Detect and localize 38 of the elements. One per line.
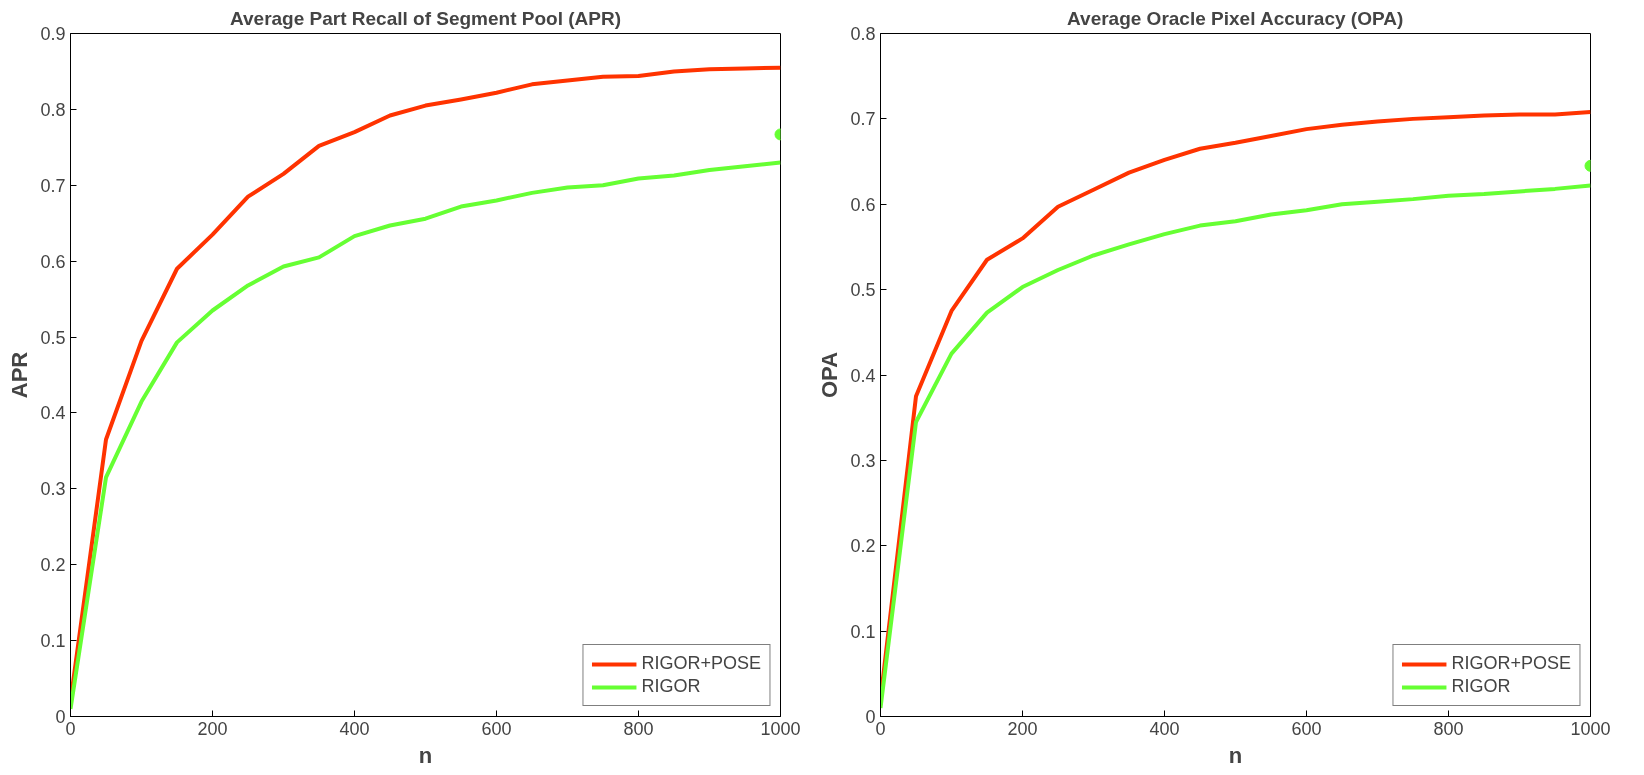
x-axis-title: n <box>1228 742 1243 768</box>
y-tick-label: 0.6 <box>850 194 876 215</box>
x-tick-label: 400 <box>339 718 370 739</box>
legend-label: RIGOR <box>641 676 701 697</box>
line-series <box>70 160 781 711</box>
y-tick-label: 0.5 <box>850 280 876 301</box>
y-tick-label: 0.3 <box>40 479 66 500</box>
y-tick-label: 0.2 <box>850 536 876 557</box>
y-tick-label: 0.6 <box>40 251 66 272</box>
x-tick-label: 600 <box>481 718 512 739</box>
x-tick-label: 1000 <box>760 718 801 739</box>
y-tick-label: 0.8 <box>850 24 876 44</box>
y-tick-label: 0.9 <box>40 24 66 44</box>
y-tick-label: 0.8 <box>40 99 66 120</box>
x-tick-label: 1000 <box>1570 718 1611 739</box>
y-tick-label: 0.7 <box>850 109 876 130</box>
legend-label: RIGOR+POSE <box>641 653 761 674</box>
y-tick-label: 0.3 <box>850 450 876 471</box>
chart-title: Average Oracle Pixel Accuracy (OPA) <box>1067 7 1404 29</box>
x-tick-label: 800 <box>1433 718 1464 739</box>
y-tick-label: 0.1 <box>850 621 876 642</box>
x-tick-label: 200 <box>197 718 228 739</box>
legend-label: RIGOR+POSE <box>1451 653 1571 674</box>
y-axis-title: APR <box>7 351 33 399</box>
y-tick-label: 0.2 <box>40 555 66 576</box>
x-axis-title: n <box>418 742 433 768</box>
y-tick-label: 0.5 <box>40 327 66 348</box>
x-tick-label: 200 <box>1007 718 1038 739</box>
chart-title: Average Part Recall of Segment Pool (APR) <box>230 7 622 29</box>
x-tick-label: 800 <box>623 718 654 739</box>
legend-label: RIGOR <box>1451 676 1511 697</box>
y-tick-label: 0.1 <box>40 631 66 652</box>
x-tick-label: 600 <box>1291 718 1322 739</box>
y-tick-label: 0.4 <box>850 365 876 386</box>
y-axis-title: OPA <box>817 351 843 399</box>
x-tick-label: 400 <box>1149 718 1180 739</box>
y-tick-label: 0.4 <box>40 403 66 424</box>
y-tick-label: 0.7 <box>40 175 66 196</box>
